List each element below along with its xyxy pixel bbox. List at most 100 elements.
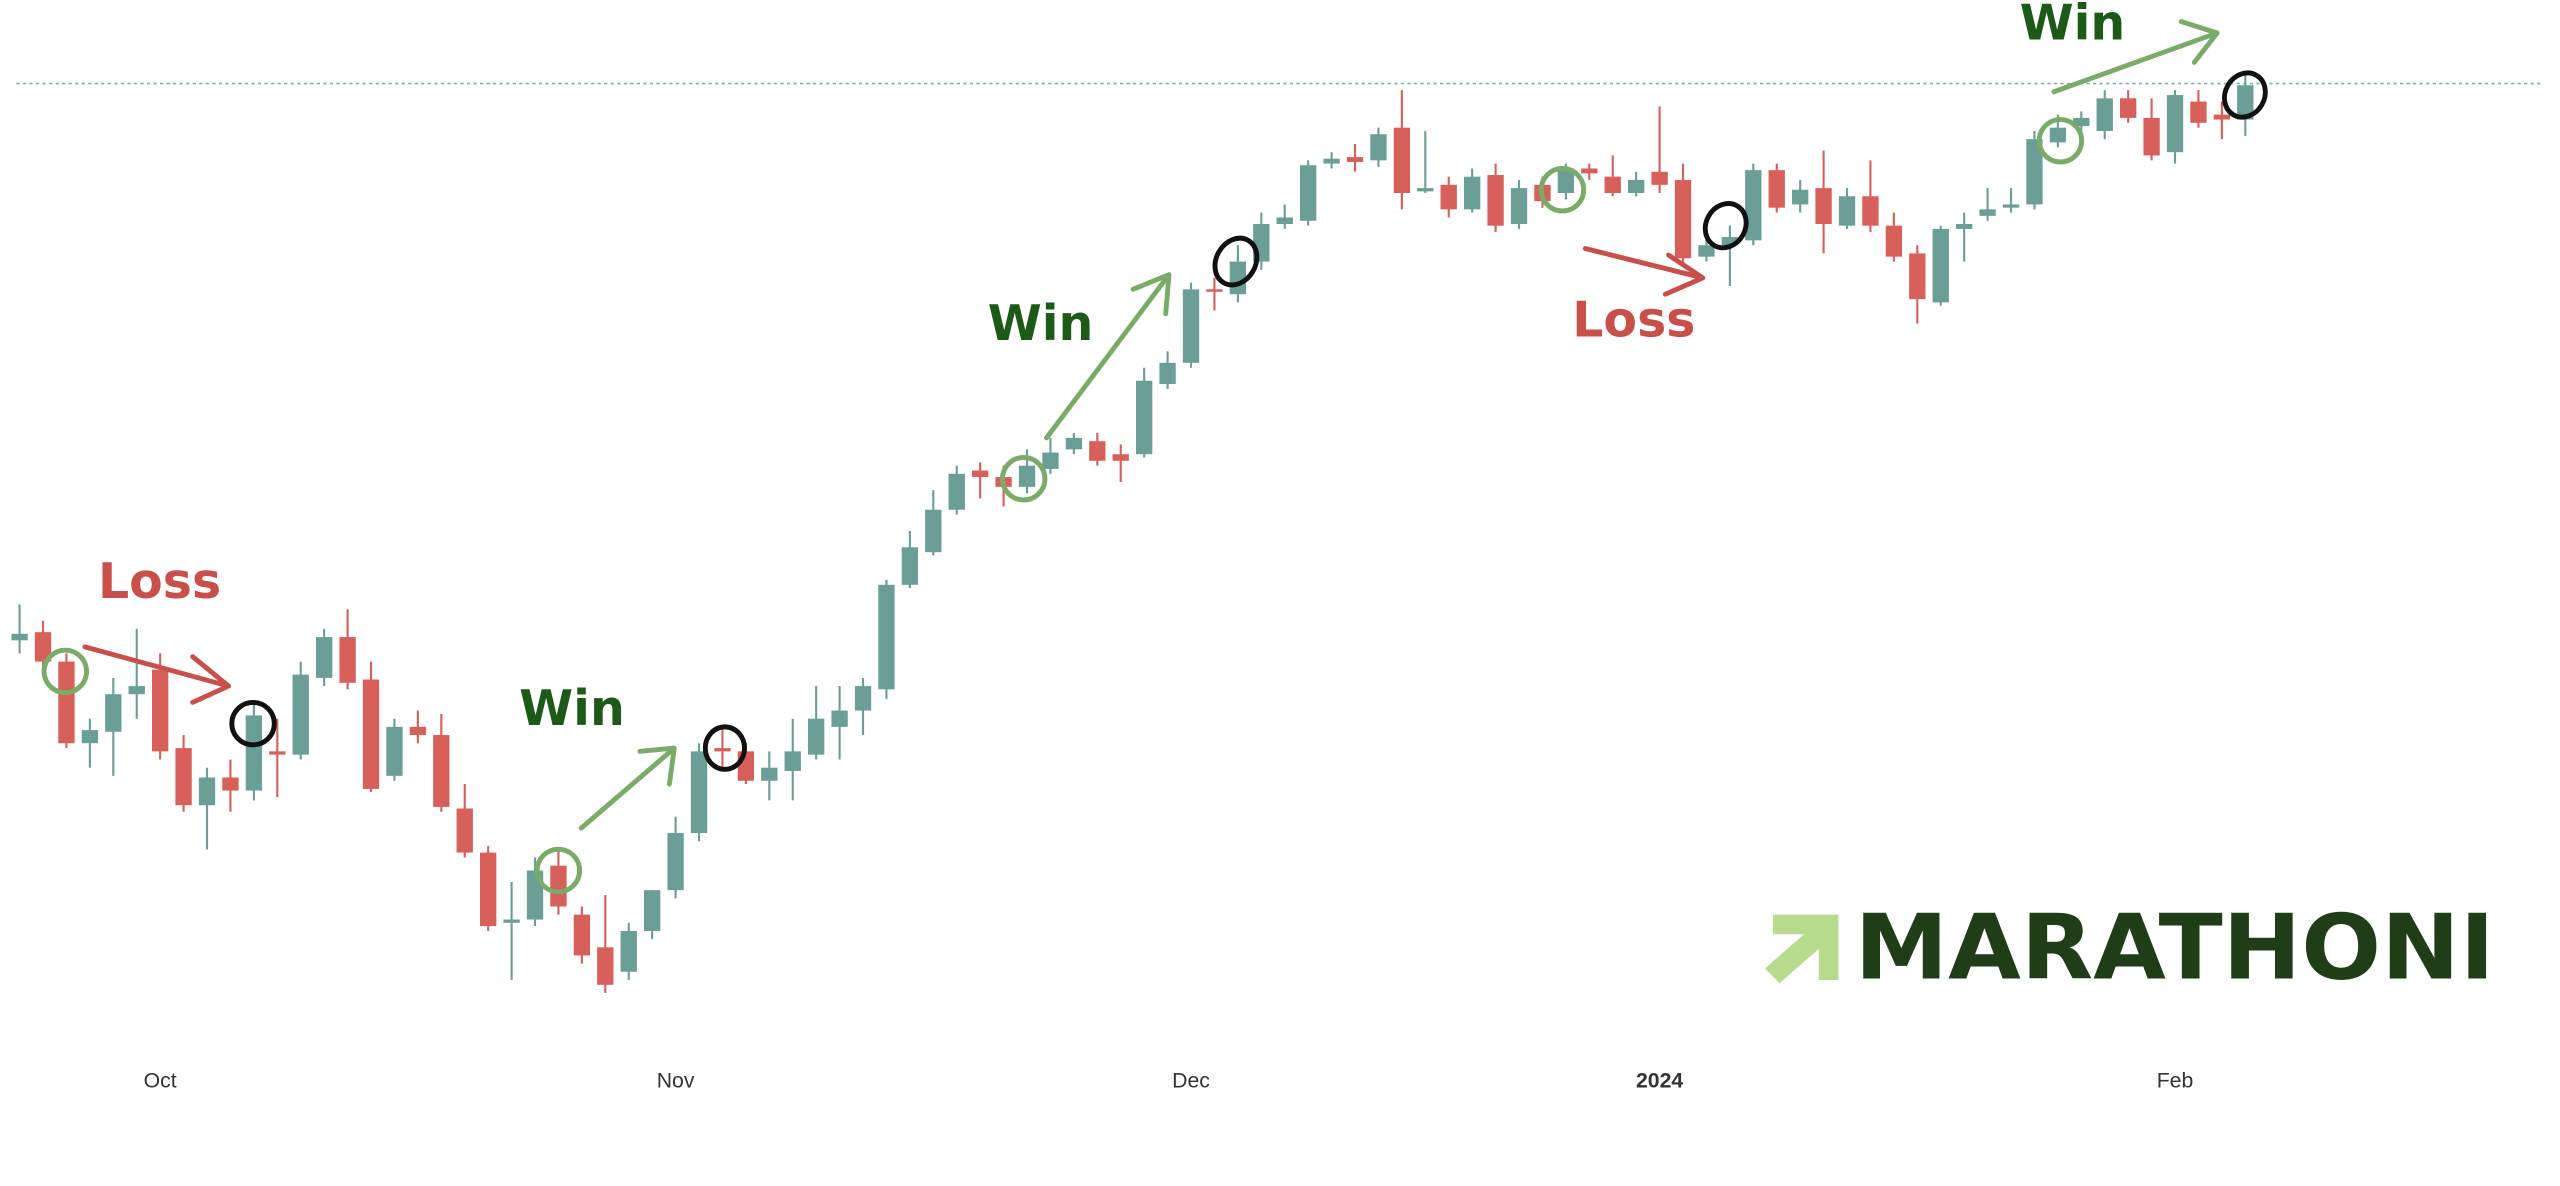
candle-body [2120,98,2137,118]
candle-body [292,674,309,755]
candle-body [1651,171,1668,185]
candle-body [1838,196,1856,226]
logo-icon [1764,914,1839,984]
candle-body [409,726,427,736]
candle-body [1464,176,1481,210]
candle-body [11,633,28,641]
candle-body [925,509,942,553]
candle-body [1885,225,1903,257]
candle-body [737,751,755,781]
candle-body [667,833,684,891]
candle-body [34,632,52,662]
candle-body [1440,184,1457,210]
candle-body [386,726,403,776]
candle-body [1276,217,1293,225]
candle-body [1370,134,1387,161]
candle-body [1065,437,1083,450]
candle-body [433,735,450,807]
candle-body [644,890,661,931]
candle-body [878,584,895,690]
x-axis: Oct Nov Dec 2024 Feb [144,1070,2194,1093]
candle-body [1417,188,1434,192]
exit-circle [229,699,277,748]
annotation-shapes [41,19,2268,895]
candle-body [714,748,731,752]
candle-body [620,930,637,972]
candle-body [1745,170,1762,241]
candle-body [1112,454,1129,461]
candle-body [2073,117,2090,127]
candle-body [1581,168,1598,174]
candle-body [2096,98,2113,131]
x-tick-label: Nov [657,1070,695,1093]
exit-circles [229,70,2268,772]
candles [11,73,2254,993]
candle-body [1557,168,1575,193]
arrow [1044,272,1172,441]
candle-body [1182,289,1200,363]
candle-body [1346,157,1364,162]
candle-body [456,808,473,853]
candle-body [2237,85,2254,120]
annotation: Win [519,680,625,737]
candle-body [105,694,122,732]
candle-body [362,679,380,789]
candle-body [2166,95,2184,153]
candle-body [1323,158,1340,164]
x-tick-label: Oct [144,1070,177,1093]
annotation: Win [2020,0,2126,52]
candle-body [1956,224,1973,229]
entry-circle [534,846,583,895]
candle-body [1229,261,1247,295]
arrow [578,745,677,831]
candle-body [269,751,286,755]
candle-body [2190,101,2207,123]
candle-body [1909,253,1926,300]
candle-body [690,751,708,833]
candle-body [1628,179,1645,193]
candle-body [2002,204,2020,208]
candle-body [573,914,591,956]
arrow [1582,246,1706,297]
loss-arrows [82,246,1706,705]
candle-body [1206,289,1223,292]
candle-body [784,751,801,771]
candle-body [948,473,965,510]
candle-body [1487,175,1504,226]
x-tick-label: 2024 [1636,1070,1683,1093]
logo: MARATHONI [1764,896,2495,1000]
candle-body [1018,465,1036,487]
candle-body [1300,165,1317,221]
candle-body [808,718,825,755]
candle-body [1768,170,1785,208]
x-tick-label: Feb [2157,1070,2194,1093]
candle-body [1862,196,1879,226]
entry-circle [1000,455,1048,503]
candle-body [1674,179,1692,259]
candle-body [316,637,333,678]
candle-body [1136,380,1153,455]
candle-body [1815,188,1832,225]
candle-body [1393,127,1411,193]
exit-circle [1212,235,1260,288]
candle-body [128,686,145,695]
logo-text: MARATHONI [1855,896,2495,1000]
candle-body [2213,114,2231,120]
arrow [82,644,232,705]
candle-body [175,748,192,806]
entry-circle [41,647,89,696]
candle-body [1792,189,1809,205]
candle-body [1698,245,1715,257]
annotation: Win [988,295,1094,352]
candle-body [761,767,778,781]
candle-body [1604,176,1621,193]
candle-body [222,777,239,791]
entry-circle [2036,117,2085,165]
candle-body [1042,452,1059,469]
candle-body [58,661,75,744]
win-arrows [578,19,2220,831]
candle-body [1979,209,1996,216]
entry-circles [41,117,2085,895]
candle-body [198,777,216,806]
